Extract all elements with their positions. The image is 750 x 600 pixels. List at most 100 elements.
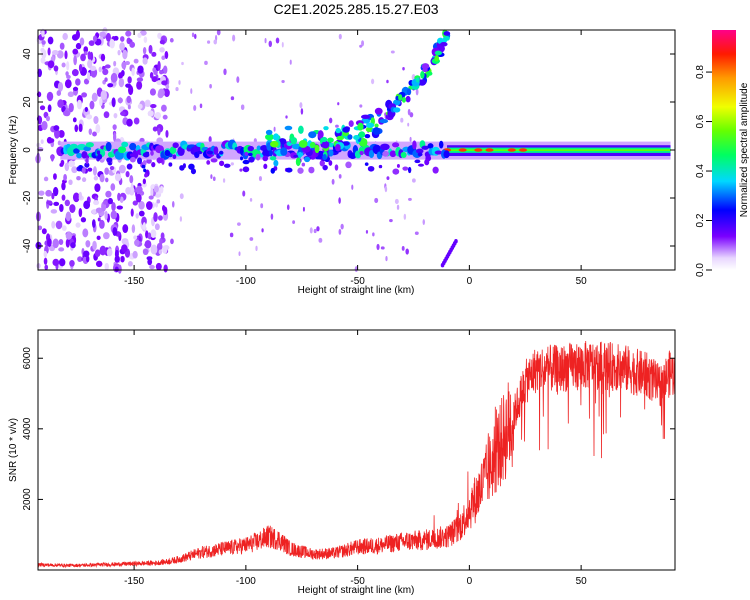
carrier-blob [206,160,211,165]
spectrogram-noise-blob [95,260,103,268]
spectrogram-noise-blob [83,51,88,56]
spectrogram-noise-blob [98,66,102,73]
spectrogram-noise-blob [157,127,161,136]
spectrogram-noise-blob [141,181,147,188]
rising-branch-blob [418,79,427,86]
carrier-blob [417,152,423,157]
spectrogram-noise-blob [40,57,46,64]
carrier-blob [126,163,133,170]
spectrogram-noise-blob [145,201,153,210]
spectrogram-noise-blob [150,244,158,255]
snr-x-tick-label: 50 [576,576,588,587]
carrier-blob [434,150,443,155]
spectrogram-noise-blob [161,104,167,112]
carrier-blob [364,162,369,166]
carrier-blob [150,150,154,156]
spectrogram-noise-blob [119,196,124,203]
carrier-blob [438,140,444,149]
spectrogram-noise-blob [41,40,46,45]
spectrogram-x-tick-label: -100 [236,276,256,287]
spectrogram-noise-blob [159,185,164,194]
spectrogram-noise-blob [110,72,118,83]
carrier-blob [182,163,186,169]
spectrogram-noise-blob [51,192,55,200]
spectrogram-noise-blob [138,210,145,217]
spectrogram-noise-blob [264,37,267,44]
spectrogram-noise-blob [85,255,90,263]
spectrogram-noise-blob [99,219,105,229]
spectrogram-noise-blob [104,77,108,82]
carrier-blob [308,166,315,174]
spectrogram-noise-blob [157,32,162,39]
spectrogram-noise-blob [72,192,80,203]
spectrogram-noise-blob [144,101,151,108]
spectrogram-noise-blob [103,232,110,240]
carrier-blob [85,142,94,148]
spectrogram-noise-blob [390,50,395,54]
spectrogram-noise-blob [47,36,54,45]
spectrogram-noise-blob [169,38,174,43]
carrier-blob [239,168,243,172]
spectrogram-noise-blob [104,64,111,69]
carrier-blob [432,166,439,174]
rising-branch-blob [321,136,328,142]
carrier-blob [223,163,231,168]
spectrogram-noise-blob [127,76,132,84]
spectrogram-noise-blob [133,117,140,125]
spectrogram-noise-blob [93,116,99,125]
carrier-blob [380,143,390,151]
spectrogram-noise-blob [149,72,154,79]
spectrogram-noise-blob [351,184,354,190]
rising-branch-blob [443,31,451,36]
colorbar-tick-label: 0.6 [695,114,706,128]
spectrogram-noise-blob [86,114,93,120]
spectrogram-noise-blob [50,154,54,162]
spectrogram-noise-blob [45,189,53,197]
spectrogram-noise-blob [162,114,168,120]
spectrogram-noise-blob [87,167,93,172]
spectrogram-noise-blob [38,190,45,196]
spectrogram-noise-blob [111,97,116,108]
spectrogram-noise-blob [105,177,109,183]
spectrogram-noise-blob [117,97,123,104]
spectrogram-noise-blob [72,48,79,55]
spectrogram-noise-blob [64,199,71,207]
spectrogram-noise-blob [87,59,93,69]
spectrogram-noise-blob [46,238,52,247]
spectrogram-noise-blob [270,213,274,220]
spectrogram-noise-blob [132,200,138,206]
spectrogram-noise-blob [125,30,132,37]
spectrogram-noise-blob [135,213,139,219]
spectrogram-noise-blob [204,60,208,66]
spectrogram-noise-blob [58,247,65,252]
spectrogram-noise-blob [83,46,89,53]
spectrogram-noise-blob [309,227,313,234]
spectrogram-noise-blob [142,57,148,65]
spectrogram-noise-blob [114,173,122,182]
spectrogram-noise-blob [232,34,236,42]
spectrogram-noise-blob [70,242,76,249]
carrier-blob [156,157,163,164]
spectrogram-noise-blob [142,159,147,166]
spectrogram-noise-blob [163,88,170,98]
carrier-blob [402,166,409,171]
spectrogram-noise-blob [337,102,340,106]
spectrogram-noise-blob [50,209,58,214]
spectrogram-noise-blob [148,195,154,200]
rising-branch-blob [308,131,317,139]
spectrogram-noise-blob [223,68,227,76]
spectrogram-noise-blob [329,117,333,124]
carrier-blob [392,168,400,175]
spectrogram-noise-blob [55,220,63,230]
spectrogram-noise-blob [159,238,163,245]
spectrogram-noise-blob [94,183,101,192]
rising-branch-blob [336,135,344,141]
spectrogram-noise-blob [72,86,79,91]
spectrogram-noise-blob [122,224,129,234]
spectrogram-noise-blob [156,199,161,204]
rising-branch-blob [393,99,401,106]
spectrogram-noise-blob [61,182,66,191]
spectrogram-noise-blob [93,199,100,206]
spectrogram-noise-blob [361,40,365,47]
